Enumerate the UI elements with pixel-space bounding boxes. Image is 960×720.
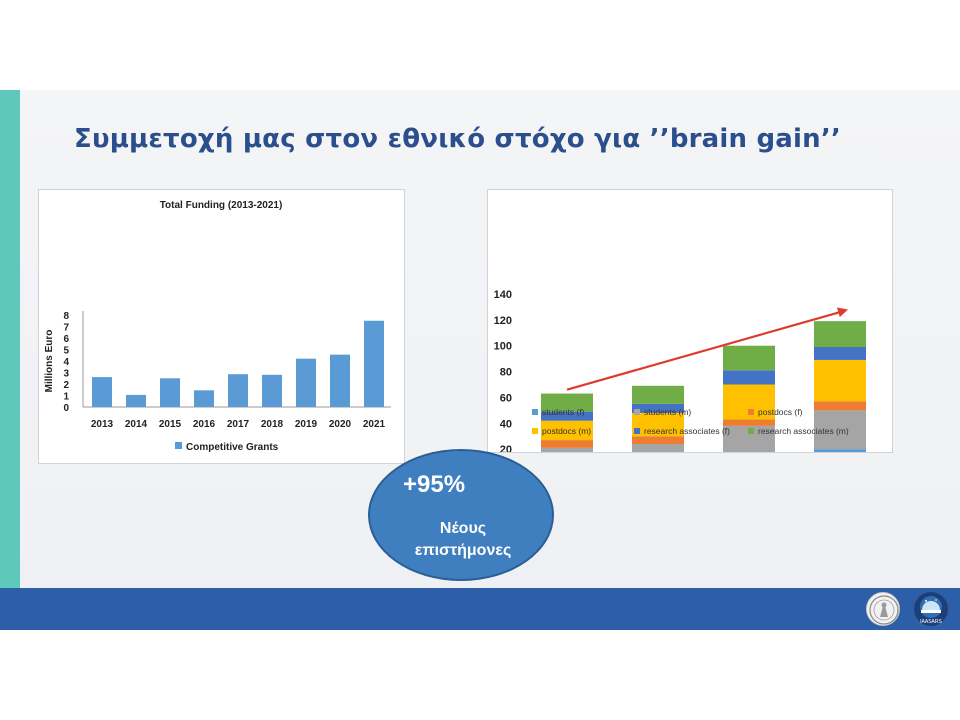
chart2-bar-segment bbox=[723, 419, 775, 426]
chart1-legend-swatch bbox=[175, 442, 182, 449]
growth-label-line2: επιστήμονες bbox=[414, 542, 512, 559]
chart2-bar-segment bbox=[541, 447, 593, 464]
iaasars-logo-text: IAASARS bbox=[920, 619, 942, 625]
slide: Συμμετοχή μας στον εθνικό στόχο για ’’br… bbox=[0, 90, 960, 630]
chart2-bar-segment bbox=[814, 359, 866, 402]
chart2-legend-label: students (f) bbox=[542, 407, 585, 417]
chart1-y-tick-label: 3 bbox=[63, 369, 69, 380]
chart1-bar bbox=[194, 390, 214, 407]
chart2-legend-label: research associates (f) bbox=[644, 426, 730, 436]
chart1-x-tick-label: 2021 bbox=[363, 419, 386, 430]
chart2-bar-segment bbox=[541, 411, 593, 421]
chart1-x-tick-label: 2017 bbox=[227, 419, 250, 430]
chart1-y-tick-label: 4 bbox=[63, 357, 69, 368]
chart1-y-tick-label: 0 bbox=[63, 403, 69, 414]
chart2-trend-arrow-line bbox=[566, 310, 843, 391]
chart2-y-tick-label: 100 bbox=[494, 341, 512, 353]
chart2-trend-arrow-head bbox=[837, 307, 848, 318]
growth-percent: +95% bbox=[403, 471, 466, 498]
iaasars-logo: IAASARS bbox=[914, 592, 948, 626]
chart2-bar-segment bbox=[723, 345, 775, 371]
chart2-bar-segment bbox=[632, 403, 684, 413]
chart2-bar-segment bbox=[632, 412, 684, 437]
chart2-bar-segment bbox=[632, 385, 684, 404]
funding-chart-panel: Total Funding (2013-2021) Millions Euro 0 1… bbox=[38, 189, 405, 464]
chart1-y-axis-label: Millions Euro bbox=[44, 330, 55, 393]
chart2-bar-segment bbox=[541, 420, 593, 441]
chart1-bar bbox=[364, 320, 384, 407]
chart1-x-tick-label: 2016 bbox=[193, 419, 216, 430]
chart2-legend-label: research associates (m) bbox=[758, 426, 849, 436]
chart2-y-tick-label: 20 bbox=[500, 444, 512, 452]
chart1-bar bbox=[330, 354, 350, 407]
chart1-y-tick-label: 8 bbox=[63, 311, 69, 322]
accent-bar bbox=[0, 90, 20, 630]
chart1-title: Total Funding (2013-2021) bbox=[160, 200, 283, 211]
chart1-bar bbox=[126, 394, 146, 407]
chart2-bar-segment bbox=[541, 393, 593, 412]
telescope-dome-icon: IAASARS bbox=[920, 596, 942, 625]
chart2-bar-segment bbox=[814, 410, 866, 450]
chart2-bar-segment bbox=[814, 347, 866, 360]
chart2-y-tick-label: 120 bbox=[494, 315, 512, 327]
staff-chart-panel: 0204060801001201402018201920202021studen… bbox=[487, 189, 893, 502]
chart1-bar bbox=[160, 378, 180, 407]
chart2-bar-segment bbox=[814, 449, 866, 475]
chart2-legend-swatch bbox=[748, 409, 754, 415]
chart1-y-tick-label: 2 bbox=[63, 380, 69, 391]
chart2-y-tick-label: 40 bbox=[500, 418, 512, 430]
chart1-x-tick-label: 2018 bbox=[261, 419, 284, 430]
chart2-y-tick-label: 140 bbox=[494, 289, 512, 301]
chart2-bar-segment bbox=[723, 370, 775, 385]
chart1-x-tick-label: 2015 bbox=[159, 419, 182, 430]
chart1-y-tick-label: 6 bbox=[63, 334, 69, 345]
chart1-bar bbox=[262, 374, 282, 407]
footer-bar bbox=[0, 588, 960, 630]
growth-label-line1: Νέους bbox=[439, 520, 487, 537]
chart2-y-tick-label: 80 bbox=[500, 367, 512, 379]
funding-bar-chart: Total Funding (2013-2021) Millions Euro 01… bbox=[44, 200, 391, 453]
chart1-bar bbox=[92, 377, 112, 407]
chart2-bar-segment bbox=[541, 440, 593, 448]
chart1-x-tick-label: 2014 bbox=[125, 419, 148, 430]
chart2-bar-segment bbox=[632, 443, 684, 463]
chart2-legend-swatch bbox=[532, 428, 538, 434]
chart1-y-tick-label: 5 bbox=[63, 346, 69, 357]
chart2-legend-swatch bbox=[634, 409, 640, 415]
chart2-y-tick-label: 60 bbox=[500, 392, 512, 404]
chart1-x-tick-label: 2019 bbox=[295, 419, 318, 430]
seal-icon bbox=[869, 595, 899, 625]
chart2-bar-segment bbox=[814, 401, 866, 411]
chart1-bar bbox=[228, 374, 248, 407]
chart2-legend-swatch bbox=[634, 428, 640, 434]
chart2-legend-swatch bbox=[748, 428, 754, 434]
chart1-x-tick-label: 2013 bbox=[91, 419, 114, 430]
chart2-bar-segment bbox=[632, 436, 684, 444]
chart1-x-tick-label: 2020 bbox=[329, 419, 352, 430]
chart1-bar bbox=[296, 358, 316, 407]
chart2-legend-label: postdocs (f) bbox=[758, 407, 803, 417]
growth-bubble: +95% Νέους επιστήμονες bbox=[368, 449, 554, 581]
chart1-y-tick-label: 7 bbox=[63, 323, 69, 334]
chart2-legend-label: students (m) bbox=[644, 407, 691, 417]
chart1-y-tick-label: 1 bbox=[63, 392, 69, 403]
chart2-legend-label: postdocs (m) bbox=[542, 426, 591, 436]
staff-stacked-bar-chart: 0204060801001201402018201920202021studen… bbox=[494, 289, 866, 502]
chart2-bar-segment bbox=[814, 321, 866, 348]
chart1-legend-label: Competitive Grants bbox=[186, 442, 279, 453]
slide-title: Συμμετοχή μας στον εθνικό στόχο για ’’br… bbox=[74, 124, 842, 154]
chart2-legend-swatch bbox=[532, 409, 538, 415]
university-seal-logo bbox=[866, 592, 900, 626]
